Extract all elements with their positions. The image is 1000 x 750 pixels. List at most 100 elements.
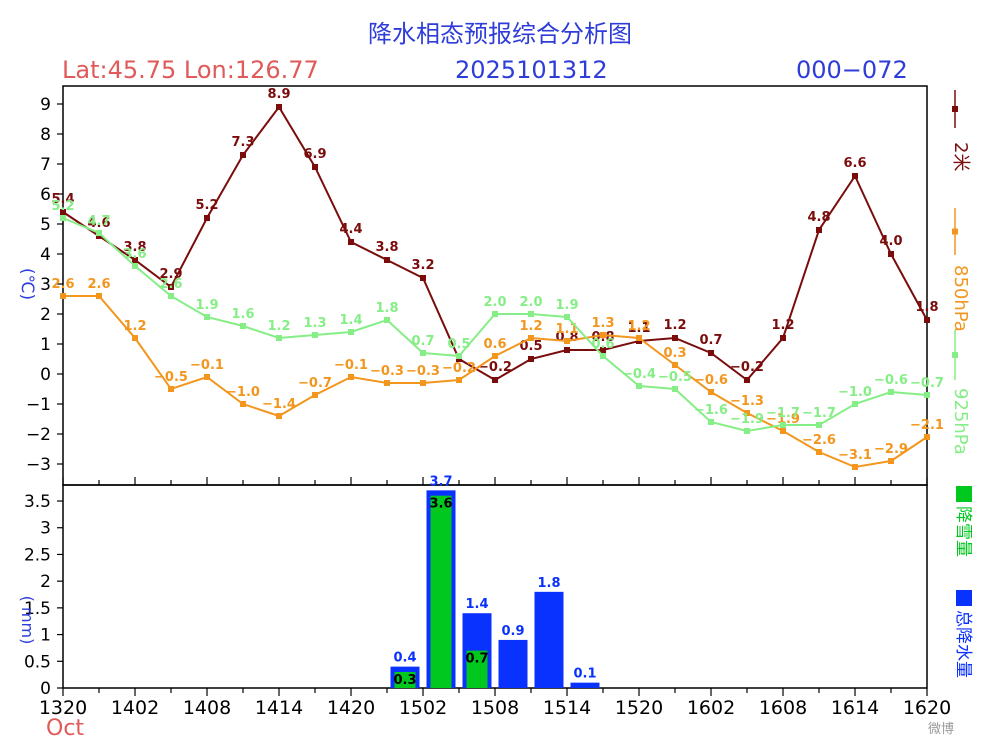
legend-label-t850: 850hPa <box>950 265 971 332</box>
data-label-t2m: 0.5 <box>519 339 542 354</box>
x-tick-label: 1414 <box>255 697 303 719</box>
data-label-t850: −1.9 <box>766 412 800 427</box>
data-point-t850 <box>924 434 930 440</box>
x-tick-label: 1614 <box>831 697 879 719</box>
data-point-t2m <box>600 347 606 353</box>
location-label: Lat:45.75 Lon:126.77 <box>62 56 319 84</box>
data-label-t2m: −0.2 <box>478 360 512 375</box>
data-point-t2m <box>780 335 786 341</box>
bar-label-total: 0.4 <box>393 651 416 666</box>
data-point-t2m <box>744 377 750 383</box>
data-point-t2m <box>240 152 246 158</box>
data-label-t2m: 5.4 <box>51 192 74 207</box>
data-point-t2m <box>852 173 858 179</box>
bar-label-snow: 0.7 <box>465 652 488 667</box>
data-point-t2m <box>924 317 930 323</box>
series-total: 0.4 3.7 1.4 0.9 1.8 0.1 <box>390 474 600 688</box>
month-label: Oct <box>46 716 85 741</box>
data-label-t850: −0.1 <box>334 358 368 373</box>
data-point-t850 <box>420 380 426 386</box>
data-label-t850: −2.6 <box>802 433 836 448</box>
data-label-t2m: 0.7 <box>699 333 722 348</box>
y-tick-label-temperature: 7 <box>40 155 51 175</box>
y-tick-label-temperature: 6 <box>40 185 51 205</box>
data-label-t2m: 4.0 <box>879 234 902 249</box>
data-point-t850 <box>852 464 858 470</box>
x-tick-label: 1420 <box>327 697 375 719</box>
data-point-t2m <box>492 377 498 383</box>
data-point-t850 <box>384 380 390 386</box>
data-label-t2m: 5.2 <box>195 198 218 213</box>
data-point-t2m <box>348 239 354 245</box>
data-point-t2m <box>420 275 426 281</box>
bar-label-total: 1.4 <box>465 597 488 612</box>
bar-label-total: 3.7 <box>429 474 452 489</box>
data-point-t925 <box>528 311 534 317</box>
data-point-t2m <box>528 356 534 362</box>
data-label-t850: 0.6 <box>483 337 506 352</box>
legend-t925-marker <box>952 352 958 358</box>
data-label-t850: 1.3 <box>591 316 614 331</box>
data-label-t2m: 8.9 <box>267 87 290 102</box>
data-label-t2m: 1.1 <box>627 321 650 336</box>
data-point-t850 <box>204 374 210 380</box>
y-tick-label-temperature: 5 <box>40 215 51 235</box>
data-point-t850 <box>600 332 606 338</box>
data-label-t925: 1.6 <box>231 307 254 322</box>
bar-total <box>498 639 528 688</box>
data-label-t2m: 4.4 <box>339 222 362 237</box>
data-point-t925 <box>420 350 426 356</box>
data-label-t850: 1.2 <box>627 319 650 334</box>
x-tick-label: 1520 <box>615 697 663 719</box>
data-label-t2m: −0.2 <box>730 360 764 375</box>
data-point-t850 <box>816 449 822 455</box>
legend-label-snow: 降雪量 <box>953 506 973 557</box>
y-tick-label-precipitation: 2 <box>40 572 51 592</box>
data-label-t850: 0.3 <box>663 346 686 361</box>
data-point-t925 <box>96 230 102 236</box>
data-point-t925 <box>276 335 282 341</box>
y-tick-label-precipitation: 1.5 <box>24 599 51 619</box>
data-point-t925 <box>600 353 606 359</box>
series-t2m: 5.4 4.6 3.8 2.9 5.2 7.3 8.9 6.9 4.4 3.8 3.2 −0.2 0.5… <box>51 87 939 383</box>
data-label-t925: −1.6 <box>694 403 728 418</box>
data-point-t925 <box>60 215 66 221</box>
bar-label-snow: 3.6 <box>429 497 452 512</box>
data-label-t925: 1.9 <box>555 298 578 313</box>
data-label-t2m: 6.9 <box>303 147 326 162</box>
data-point-t850 <box>312 392 318 398</box>
data-point-t850 <box>348 374 354 380</box>
data-label-t850: 1.1 <box>555 322 578 337</box>
data-point-t850 <box>564 338 570 344</box>
x-tick-label: 1402 <box>111 697 159 719</box>
x-tick-label: 1514 <box>543 697 591 719</box>
x-tick-label: 1608 <box>759 697 807 719</box>
data-label-t850: −0.5 <box>154 370 188 385</box>
data-label-t2m: 1.8 <box>915 300 938 315</box>
data-point-t925 <box>132 263 138 269</box>
data-point-t2m <box>888 251 894 257</box>
data-point-t2m <box>276 104 282 110</box>
data-point-t2m <box>168 284 174 290</box>
data-point-t925 <box>384 317 390 323</box>
data-label-t925: 4.7 <box>87 214 110 229</box>
bar-total <box>534 591 564 688</box>
legend-t2m-marker <box>952 106 958 112</box>
y-tick-label-temperature: 4 <box>40 245 51 265</box>
y-tick-label-precipitation: 3 <box>40 519 51 539</box>
data-label-t925: 2.6 <box>159 277 182 292</box>
data-label-t925: 0.6 <box>591 337 614 352</box>
data-point-t2m <box>708 350 714 356</box>
data-point-t925 <box>348 329 354 335</box>
data-label-t925: −0.4 <box>622 367 656 382</box>
data-label-t925: −1.0 <box>838 385 872 400</box>
data-label-t850: −3.1 <box>838 448 872 463</box>
y-tick-label-temperature: −3 <box>26 455 51 475</box>
data-label-t925: −0.5 <box>658 370 692 385</box>
data-point-t2m <box>816 227 822 233</box>
data-label-t2m: 1.2 <box>771 318 794 333</box>
bar-label-total: 0.1 <box>573 667 596 682</box>
bar-snow <box>430 495 452 688</box>
y-tick-label-temperature: 2 <box>40 305 51 325</box>
data-label-t925: 1.4 <box>339 313 362 328</box>
